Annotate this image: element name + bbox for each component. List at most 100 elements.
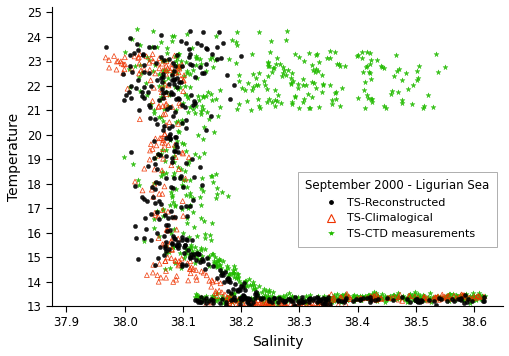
Point [445,291,454,297]
Point [135,62,144,68]
Point [458,294,466,299]
Point [279,295,287,301]
Point [145,157,153,162]
Point [196,299,205,304]
Point [318,295,326,300]
Point [456,297,464,303]
Point [251,82,260,88]
Point [193,256,202,262]
Point [227,297,235,303]
Point [202,127,210,132]
Point [149,58,157,64]
Point [236,295,244,301]
Point [372,298,380,304]
Point [340,294,348,299]
Point [356,295,364,300]
Point [156,173,164,179]
Point [173,129,181,134]
Point [158,90,166,95]
Point [163,228,171,234]
Point [176,63,184,69]
Point [392,293,400,299]
Point [196,202,205,208]
Point [221,296,230,302]
Point [184,161,192,166]
Point [316,302,324,308]
Point [233,271,241,277]
Point [190,74,199,79]
Point [325,295,333,301]
Point [158,57,166,63]
Point [172,273,180,279]
Point [367,295,376,301]
Point [336,299,345,304]
Point [168,70,177,76]
Point [226,290,234,295]
Point [158,67,166,73]
Point [471,295,479,301]
Point [173,51,181,57]
Point [464,296,472,302]
Point [467,296,475,302]
Point [269,297,277,302]
Point [387,295,395,301]
Point [151,210,159,216]
Point [183,70,191,76]
Point [185,105,193,110]
Point [281,292,290,298]
Point [150,167,158,172]
Point [353,53,361,58]
Point [429,298,437,303]
Point [164,222,172,227]
Point [161,243,169,249]
Point [280,67,288,73]
Point [298,99,306,105]
Point [177,58,185,64]
Point [180,251,188,256]
Point [321,297,329,303]
Point [172,52,180,58]
Point [275,61,283,67]
Point [463,295,471,301]
Point [155,233,163,239]
Point [159,71,167,77]
Point [397,77,405,83]
Point [214,296,222,302]
Point [413,75,421,81]
Point [147,101,155,107]
Point [197,103,206,109]
Point [353,295,361,300]
Point [328,297,336,303]
Point [202,297,210,303]
Point [165,119,173,125]
Point [230,295,238,300]
Point [230,281,238,287]
Point [186,203,194,209]
Point [431,295,439,300]
Point [150,155,158,161]
Point [176,250,184,256]
Point [404,293,412,299]
Point [304,295,312,301]
Point [181,91,189,97]
Point [211,172,219,177]
Point [233,288,241,294]
Point [236,295,244,301]
Point [161,89,169,94]
Point [251,75,260,81]
Point [246,302,254,308]
Point [376,63,384,69]
Point [199,93,207,99]
Point [441,294,449,299]
Point [180,252,188,258]
Point [272,55,280,61]
Point [169,279,177,285]
Point [324,300,332,306]
Point [169,185,177,191]
Point [148,184,156,190]
Point [170,159,178,164]
Point [176,173,184,178]
Point [168,244,177,250]
Point [159,171,167,177]
Point [159,137,167,143]
